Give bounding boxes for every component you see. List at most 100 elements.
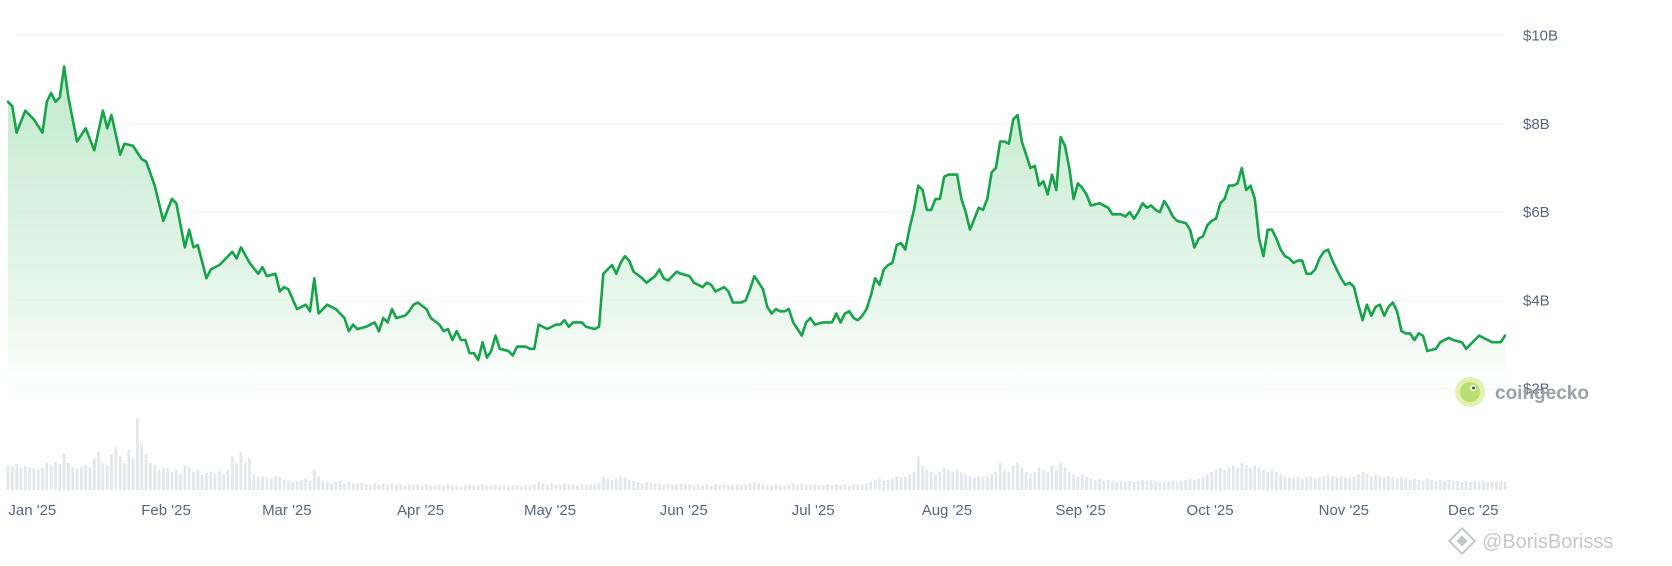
volume-bar xyxy=(1469,481,1472,490)
volume-bar xyxy=(860,484,864,490)
volume-bar xyxy=(110,454,113,490)
volume-bar xyxy=(925,469,929,490)
volume-bar xyxy=(968,476,972,490)
x-tick-label: Oct '25 xyxy=(1187,502,1234,519)
volume-bar xyxy=(1300,478,1304,490)
volume-bar xyxy=(770,485,773,490)
volume-bar xyxy=(265,477,269,490)
volume-bar xyxy=(627,480,631,490)
volume-bar xyxy=(84,465,87,490)
volume-bar xyxy=(274,476,277,490)
volume-bar xyxy=(136,418,139,490)
x-tick-label: Nov '25 xyxy=(1319,502,1369,519)
volume-bar xyxy=(222,474,226,490)
volume-bar xyxy=(830,485,834,490)
volume-bar xyxy=(1460,481,1464,490)
volume-bar xyxy=(964,474,968,490)
x-tick-label: May '25 xyxy=(524,502,576,519)
volume-bar xyxy=(429,485,433,490)
volume-bar xyxy=(990,474,993,490)
volume-bar xyxy=(778,485,782,490)
volume-bar xyxy=(140,442,144,490)
volume-bar xyxy=(1249,467,1252,490)
y-axis-ticks: $10B $8B $6B $4B $2B xyxy=(1523,28,1558,398)
volume-bar xyxy=(403,485,407,490)
volume-bar xyxy=(606,478,609,490)
gecko-icon xyxy=(1455,377,1485,407)
volume-bar xyxy=(683,484,687,490)
volume-bar xyxy=(1003,469,1006,490)
volume-bar xyxy=(1244,465,1248,490)
volume-bar xyxy=(205,472,208,490)
y-tick-label: $10B xyxy=(1523,28,1558,45)
volume-bar xyxy=(774,484,778,490)
volume-bar xyxy=(1063,467,1067,490)
y-tick-label: $4B xyxy=(1523,292,1550,309)
volume-bar xyxy=(455,485,459,490)
volume-bar xyxy=(114,447,118,490)
volume-bar xyxy=(1464,481,1468,490)
volume-bar xyxy=(973,477,976,490)
volume-bar xyxy=(800,483,804,490)
volume-bar xyxy=(934,474,937,490)
volume-bar xyxy=(1098,478,1101,490)
volume-bar xyxy=(869,481,873,490)
volume-bar xyxy=(472,485,476,490)
volume-bar xyxy=(1106,480,1110,490)
volume-bar xyxy=(62,453,66,490)
volume-bar xyxy=(67,463,70,490)
credit-text: @BorisBorisss xyxy=(1482,531,1613,553)
volume-bar xyxy=(200,474,204,490)
volume-bar xyxy=(494,484,497,490)
volume-bar xyxy=(1374,474,1377,490)
volume-bar xyxy=(847,485,851,490)
volume-bar xyxy=(213,474,217,490)
volume-bar xyxy=(1218,467,1222,490)
volume-bar xyxy=(705,484,709,490)
volume-bar xyxy=(843,484,847,490)
volume-bar xyxy=(865,483,868,490)
volume-bar xyxy=(218,471,221,490)
volume-bar xyxy=(541,483,545,490)
volume-bar xyxy=(709,485,713,490)
volume-bar xyxy=(908,474,911,490)
volume-bar xyxy=(1184,480,1188,490)
volume-bar xyxy=(71,467,75,490)
volume-bar xyxy=(1309,476,1313,490)
volume-bar xyxy=(882,481,886,490)
volume-bar xyxy=(567,484,571,490)
price-series-line[interactable] xyxy=(6,65,1507,362)
volume-bar xyxy=(243,463,247,490)
volume-bar xyxy=(54,462,57,490)
volume-bar xyxy=(571,484,575,490)
volume-bar xyxy=(671,484,674,490)
volume-bar xyxy=(528,485,532,490)
volume-bar xyxy=(826,484,830,490)
volume-bar xyxy=(1158,481,1162,490)
y-tick-label: $8B xyxy=(1523,116,1550,133)
volume-bar xyxy=(834,484,838,490)
volume-bar xyxy=(653,483,657,490)
volume-bar xyxy=(1503,481,1507,490)
volume-bar xyxy=(101,463,105,490)
volume-bar xyxy=(675,484,679,490)
volume-bar xyxy=(468,484,471,490)
volume-bar xyxy=(15,463,18,490)
volume-bar xyxy=(1287,477,1291,490)
volume-bar xyxy=(377,484,381,490)
volume-bar xyxy=(10,466,14,490)
volume-bar xyxy=(640,483,644,490)
volume-bar xyxy=(662,484,666,490)
volume-bar xyxy=(1149,480,1153,490)
volume-bar xyxy=(1205,474,1209,490)
volume-bar xyxy=(23,466,27,490)
volume-bar xyxy=(209,472,213,490)
volume-bar xyxy=(744,484,748,490)
price-line[interactable] xyxy=(6,65,1507,362)
volume-bar xyxy=(1180,481,1183,490)
volume-bar xyxy=(809,485,812,490)
volume-bar xyxy=(1085,476,1088,490)
volume-bar xyxy=(1067,472,1071,490)
